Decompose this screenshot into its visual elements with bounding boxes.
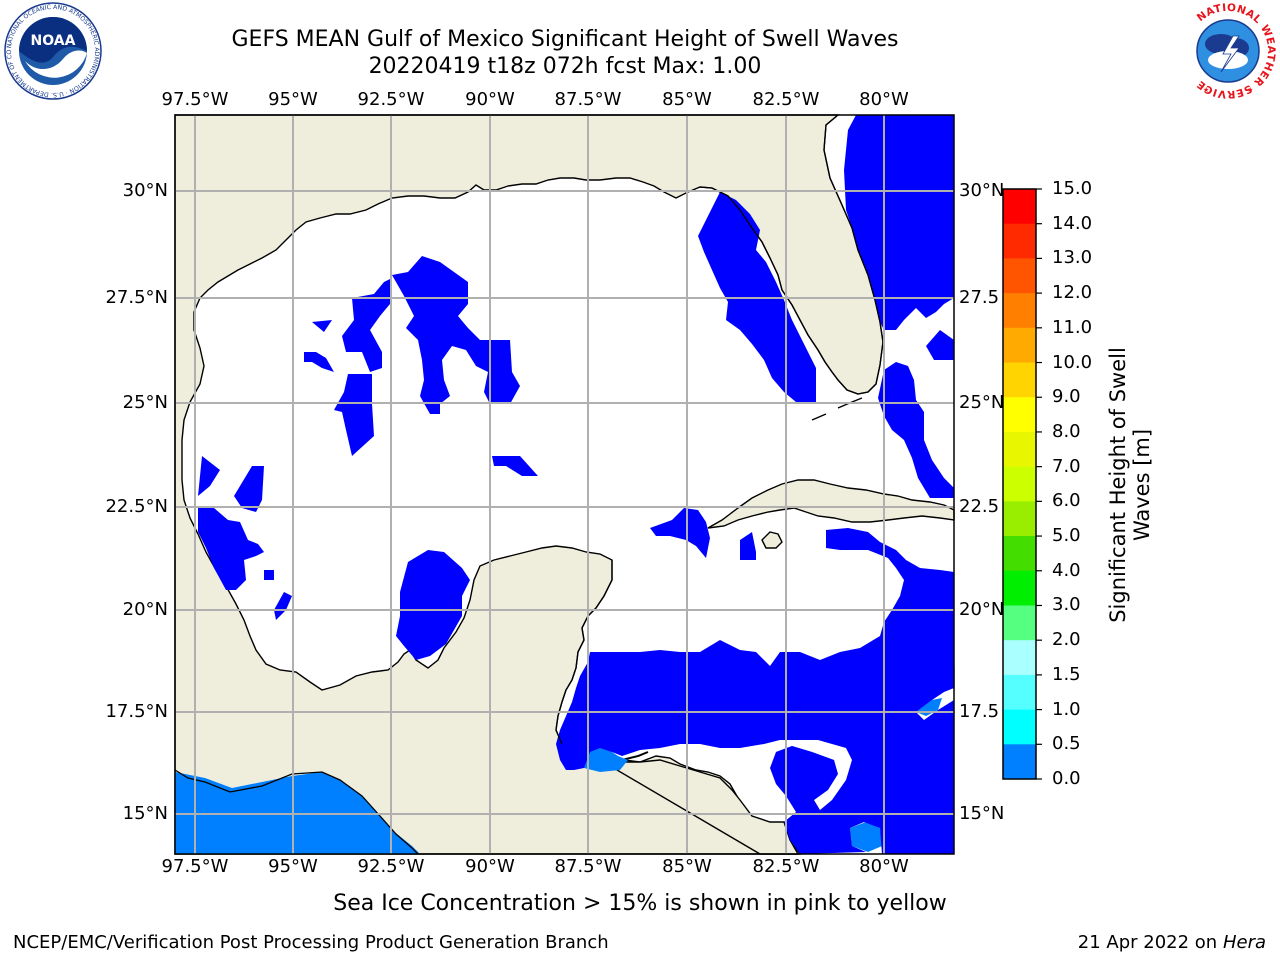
lat-label-left: 17.5°N [105,701,168,722]
svg-text:★: ★ [1247,86,1253,94]
colorbar-label: 5.0 [1052,525,1081,547]
colorbar [1002,188,1042,780]
colorbar-label: 0.5 [1052,733,1081,755]
colorbar-label: 15.0 [1052,178,1093,199]
lat-label-left: 22.5°N [105,496,168,517]
lat-label-left: 30°N [122,180,168,201]
colorbar-label: 9.0 [1052,386,1081,408]
lat-label-right: 20°N [959,599,1005,620]
lon-label-bottom: 87.5°W [554,856,622,877]
colorbar-title-line: Significant Height of Swell [1106,347,1130,623]
map-frame [174,114,955,855]
colorbar-label: 2.0 [1052,629,1081,651]
colorbar-label: 10.0 [1052,351,1093,373]
colorbar-segment [1003,640,1036,676]
colorbar-label: 12.0 [1052,282,1093,304]
chart-title: GEFS MEAN Gulf of Mexico Significant Hei… [231,27,899,52]
lon-label-bottom: 85°W [662,856,712,877]
colorbar-label: 14.0 [1052,212,1093,234]
lon-label-bottom: 92.5°W [357,856,425,877]
colorbar-label: 1.0 [1052,698,1081,720]
lon-label-bottom: 97.5°W [161,856,229,877]
lon-label-top: 92.5°W [357,89,425,110]
lon-label-top: 90°W [465,89,515,110]
colorbar-label: 8.0 [1052,420,1081,442]
colorbar-label: 3.0 [1052,594,1081,616]
lon-label-top: 87.5°W [554,89,622,110]
land-central-america [599,759,800,855]
colorbar-segment [1003,744,1036,780]
colorbar-label: 0.0 [1052,768,1081,789]
graticule [175,115,954,854]
noaa-logo: NATIONAL OCEANIC AND ATMOSPHERIC ADMINIS… [0,0,103,101]
sea-ice-note: Sea Ice Concentration > 15% is shown in … [333,891,947,916]
colorbar-segment [1003,674,1036,711]
lat-label-right: 27.5 [959,287,1000,308]
colorbar-label: 13.0 [1052,247,1093,269]
colorbar-segment [1003,570,1036,606]
lon-label-top: 80°W [859,89,909,110]
colorbar-segment [1003,709,1036,745]
colorbar-segment [1003,605,1036,641]
lon-label-top: 82.5°W [752,89,820,110]
colorbar-label: 11.0 [1052,316,1093,338]
lat-label-right: 17.5 [959,701,1000,722]
lat-label-left: 20°N [122,599,168,620]
colorbar-segment [1003,466,1036,502]
colorbar-segment [1003,327,1036,364]
lon-label-bottom: 80°W [859,856,909,877]
colorbar-frame [1002,188,1037,780]
colorbar-segment [1003,536,1036,572]
lat-label-right: 22.5 [959,496,1000,517]
lat-label-right: 15°N [959,803,1005,824]
colorbar-label: 6.0 [1052,490,1081,512]
lon-label-bottom: 95°W [268,856,318,877]
colorbar-segment [1003,431,1036,468]
colorbar-title: Significant Height of Swell Waves [m] [1106,347,1154,623]
colorbar-segment [1003,501,1036,537]
colorbar-segment [1003,258,1036,294]
lat-label-left: 25°N [122,392,168,413]
svg-text:★: ★ [1203,86,1209,94]
footer-date-text: 21 Apr 2022 on [1077,932,1223,953]
footer-credit: NCEP/EMC/Verification Post Processing Pr… [13,932,609,953]
lat-label-left: 15°N [122,803,168,824]
lon-label-top: 97.5°W [161,89,229,110]
colorbar-label: 4.0 [1052,559,1081,581]
lon-label-bottom: 90°W [465,856,515,877]
noaa-text: NOAA [31,33,76,49]
colorbar-segment [1003,293,1036,329]
colorbar-segment [1003,362,1036,398]
colorbar-segment [1003,189,1036,225]
lon-label-bottom: 82.5°W [752,856,820,877]
lon-label-top: 85°W [662,89,712,110]
colorbar-segment [1003,397,1036,433]
colorbar-label: 7.0 [1052,455,1081,477]
colorbar-label: 1.5 [1052,663,1081,685]
chart-subtitle: 20220419 t18z 072h fcst Max: 1.00 [368,54,762,79]
lat-label-left: 27.5°N [105,287,168,308]
colorbar-title-line: Waves [m] [1130,428,1154,542]
lat-label-right: 25°N [959,392,1005,413]
lon-label-top: 95°W [268,89,318,110]
colorbar-segment [1003,223,1036,259]
nws-logo: NATIONAL WEATHER SERVICE ★ ★ [1177,0,1279,102]
footer-date: 21 Apr 2022 on Hera [1078,933,1266,953]
lat-label-right: 30°N [959,180,1005,201]
footer-machine: Hera [1222,932,1266,953]
